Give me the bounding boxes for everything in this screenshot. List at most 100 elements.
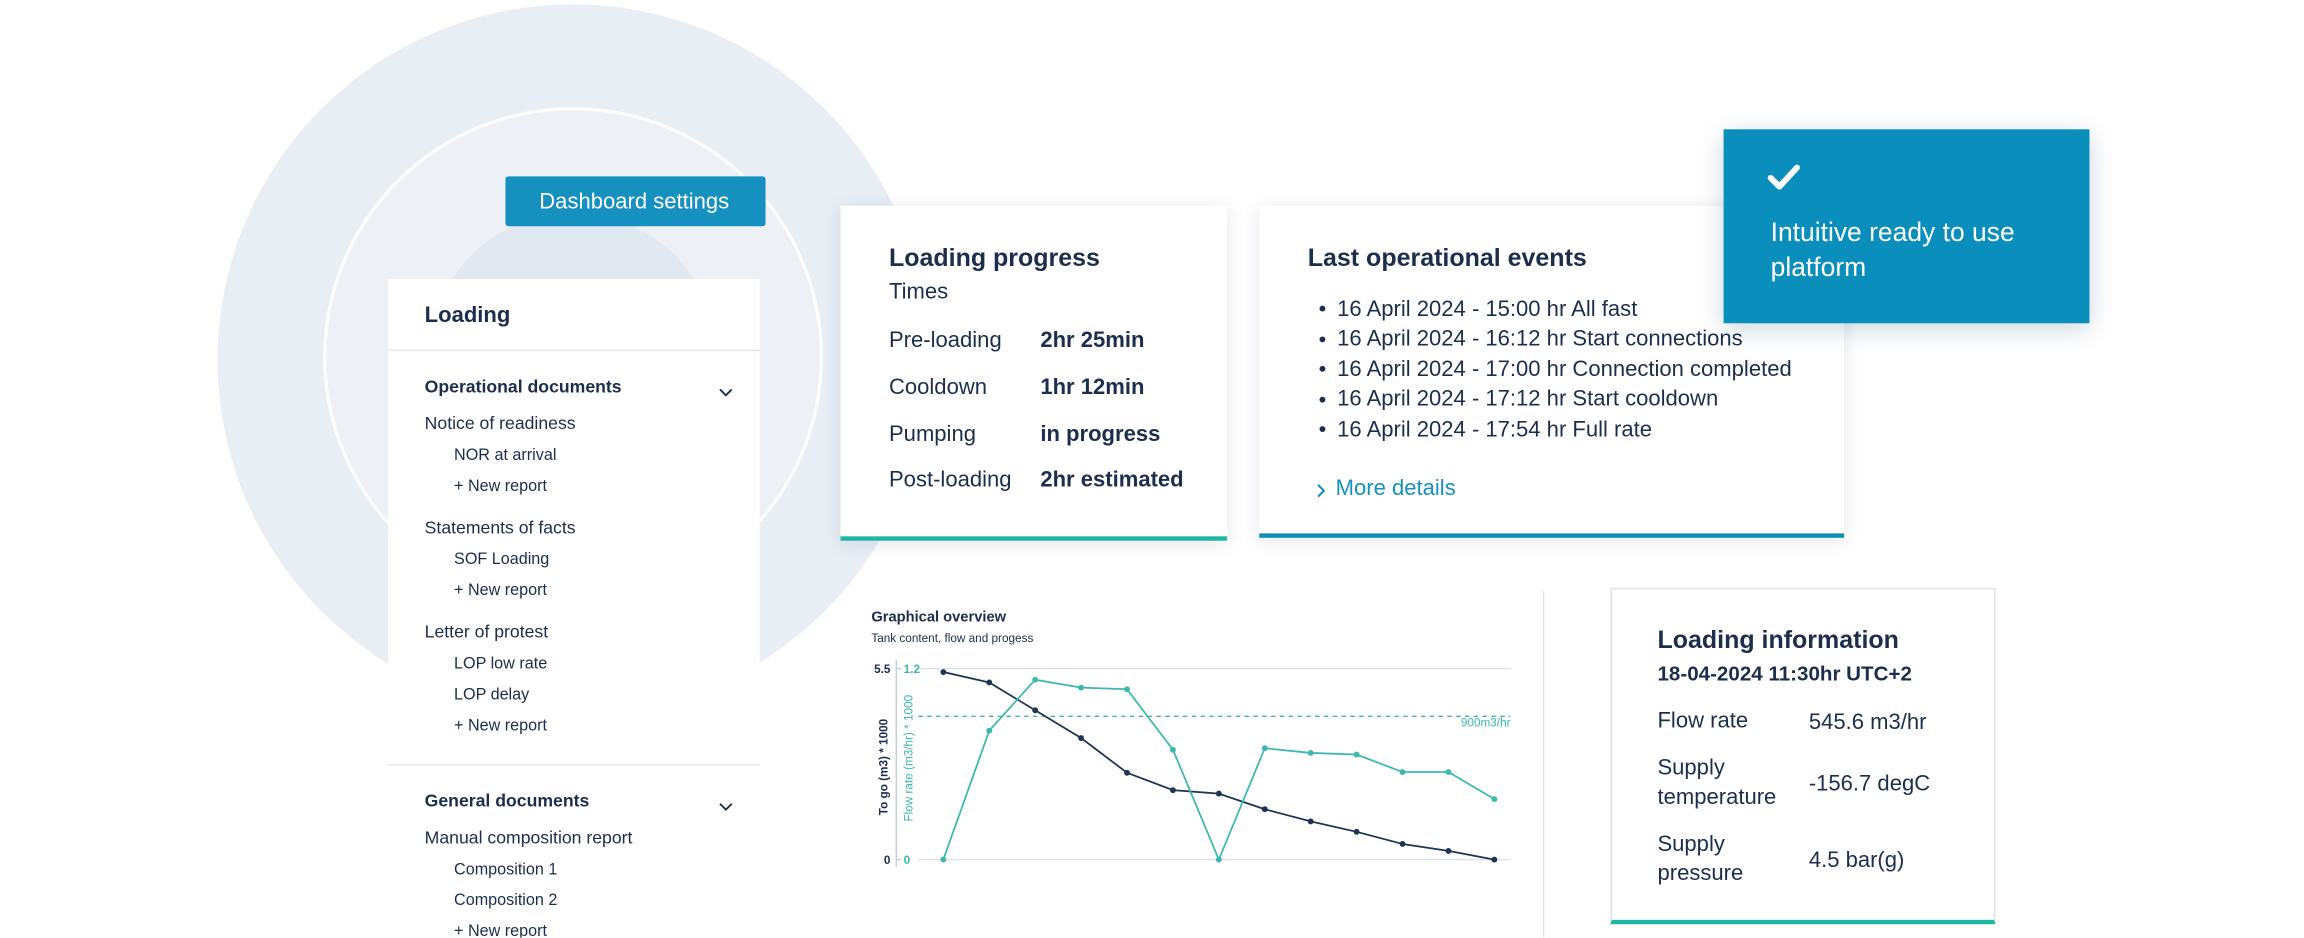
row-label: Post-loading — [888, 466, 1012, 492]
point — [1124, 686, 1130, 693]
sidebar-item[interactable]: Composition 1 — [454, 861, 558, 880]
card-title: Loading progress — [888, 244, 1100, 272]
card-title: Loading information — [1657, 626, 1899, 655]
row-label: Supply temperature — [1657, 755, 1777, 810]
bullet — [1319, 365, 1326, 372]
button-label[interactable]: Dashboard settings — [539, 188, 730, 214]
loading-information-card — [1610, 587, 1996, 925]
point — [1078, 735, 1085, 741]
row-label: Flow rate — [1657, 708, 1749, 734]
point — [940, 856, 947, 863]
link-chevron — [1315, 479, 1327, 498]
bullet — [1319, 335, 1326, 342]
point — [1215, 856, 1222, 863]
sidebar-item[interactable]: + New report — [454, 923, 548, 938]
row-value: 545.6 m3/hr — [1808, 708, 1927, 734]
sidebar-item[interactable]: + New report — [454, 582, 548, 600]
divider — [387, 349, 760, 352]
point — [1261, 806, 1268, 813]
bullet — [1319, 305, 1326, 312]
point — [1491, 796, 1498, 803]
chart-title: Graphical overview — [871, 610, 1006, 626]
event-item: 16 April 2024 - 17:54 hr Full rate — [1337, 416, 1653, 442]
event-item: 16 April 2024 - 17:00 hr Connection comp… — [1337, 356, 1792, 382]
group-title[interactable]: Letter of protest — [424, 620, 549, 642]
point — [940, 669, 947, 675]
row-value: 1hr 12min — [1040, 373, 1145, 399]
section-title[interactable]: Operational documents — [424, 375, 622, 397]
point — [1353, 751, 1360, 758]
event-item: 16 April 2024 - 16:12 hr Start connectio… — [1337, 326, 1743, 352]
series-line — [942, 678, 1495, 862]
row-label: Pumping — [888, 420, 976, 446]
point — [1215, 790, 1222, 797]
point — [1399, 841, 1406, 847]
chevron — [719, 793, 734, 811]
point — [1353, 828, 1360, 835]
row-value: -156.7 degC — [1808, 770, 1931, 796]
row-label: Supply pressure — [1657, 831, 1744, 887]
chart-subtitle: Tank content, flow and progess — [871, 632, 1033, 645]
sidebar-item[interactable]: NOR at arrival — [454, 447, 557, 465]
row-label: Cooldown — [888, 373, 988, 399]
sidebar-item[interactable]: Composition 2 — [454, 892, 558, 910]
row-value: 2hr estimated — [1040, 466, 1184, 492]
bullet — [1319, 396, 1326, 402]
y2-tick-label: 0 — [904, 854, 911, 867]
point — [986, 679, 993, 686]
point — [1170, 787, 1176, 794]
sidebar-item[interactable]: LOP low rate — [454, 655, 548, 674]
chart-panel — [844, 590, 1545, 938]
y2-tick-label: 1.2 — [904, 663, 921, 676]
banner-card — [1723, 129, 2090, 324]
sidebar-item[interactable]: LOP delay — [454, 686, 530, 705]
point — [1261, 745, 1268, 752]
y-tick-label: 5.5 — [874, 663, 891, 676]
y-tick-label: 0 — [884, 854, 891, 867]
event-item: 16 April 2024 - 15:00 hr All fast — [1337, 296, 1638, 322]
divider — [387, 764, 760, 766]
point — [1491, 856, 1498, 863]
group-title[interactable]: Notice of readiness — [424, 412, 576, 433]
sidebar-item[interactable]: + New report — [454, 717, 548, 736]
point — [1307, 750, 1314, 756]
bullet — [1319, 426, 1326, 433]
point — [1124, 769, 1130, 776]
row-value: 2hr 25min — [1040, 326, 1145, 352]
loading-progress-card — [840, 205, 1227, 541]
point — [1078, 684, 1085, 691]
sidebar-panel — [387, 279, 760, 938]
point — [1445, 769, 1452, 775]
row-label: Pre-loading — [888, 326, 1002, 352]
sidebar-item[interactable]: + New report — [454, 477, 548, 496]
y-axis-label: To go (m3) * 1000 — [878, 718, 891, 815]
reference-label: 900m3/hr — [1461, 717, 1511, 730]
sidebar-item[interactable]: SOF Loading — [454, 551, 550, 570]
group-title[interactable]: Manual composition report — [424, 826, 633, 848]
point — [1399, 769, 1406, 775]
card-title: Last operational events — [1307, 244, 1587, 272]
chart: Graphical overview Tank content, flow and… — [871, 610, 1511, 867]
y2-axis-label: Flow rate (m3/hr) * 1000 — [902, 694, 915, 821]
point — [1170, 746, 1176, 753]
sidebar-title: Loading — [424, 301, 511, 327]
check-icon — [1767, 164, 1801, 190]
chevron — [719, 379, 734, 397]
dashboard-button[interactable] — [505, 176, 766, 227]
section-title[interactable]: General documents — [424, 789, 590, 811]
point — [1445, 847, 1452, 854]
point — [1307, 818, 1314, 825]
point — [1032, 707, 1039, 714]
card-subtitle: Times — [888, 278, 949, 304]
banner-text: Intuitive ready to use platform — [1770, 217, 2015, 283]
point — [1032, 676, 1039, 683]
card-subtitle: 18-04-2024 11:30hr UTC+2 — [1657, 661, 1912, 686]
row-value: in progress — [1040, 420, 1161, 446]
point — [986, 727, 993, 734]
row-value: 4.5 bar(g) — [1808, 847, 1905, 873]
event-item: 16 April 2024 - 17:12 hr Start cooldown — [1337, 386, 1719, 412]
more-details-link[interactable]: More details — [1335, 475, 1456, 501]
group-title[interactable]: Statements of facts — [424, 516, 576, 538]
